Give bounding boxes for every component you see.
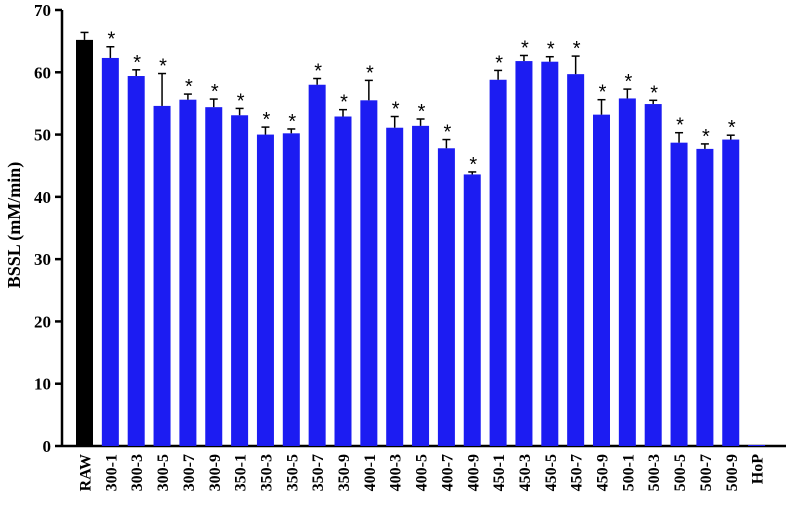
y-tick-label: 20: [34, 312, 51, 331]
y-tick-label: 30: [34, 250, 51, 269]
x-tick-label-300-9: 300-9: [207, 454, 224, 491]
x-tick-label-300-3: 300-3: [129, 454, 146, 491]
x-tick-label-RAW: RAW: [78, 454, 95, 491]
significance-markers: * * * * * * * * * * * * * * * * * * * * * * * * *: [107, 29, 735, 176]
x-tick-label-450-3: 450-3: [517, 454, 534, 491]
x-tick-labels: RAW 300-1 300-3 300-5 300-7 300-9 350-1 350-3 35…: [78, 454, 767, 492]
y-tick-label: 40: [34, 188, 51, 207]
significance-star-350-9: *: [340, 92, 348, 114]
bar-500-5: [670, 142, 688, 446]
bar-350-3: [256, 134, 274, 447]
significance-star-350-5: *: [288, 111, 296, 133]
significance-star-350-3: *: [263, 109, 271, 131]
bar-300-1: [101, 57, 119, 447]
significance-star-300-5: *: [159, 56, 167, 78]
bar-450-1: [489, 79, 507, 446]
y-tick-label: 10: [34, 375, 51, 394]
significance-star-450-7: *: [573, 38, 581, 60]
x-tick-label-400-7: 400-7: [439, 454, 456, 491]
significance-star-300-1: *: [107, 29, 115, 51]
bar-300-7: [179, 99, 197, 446]
x-tick-label-300-5: 300-5: [155, 454, 172, 491]
significance-star-400-7: *: [444, 122, 452, 144]
x-tick-label-500-9: 500-9: [724, 454, 741, 491]
significance-star-400-9: *: [469, 154, 477, 176]
significance-star-300-9: *: [211, 81, 219, 103]
x-tick-label-350-9: 350-9: [336, 454, 353, 491]
y-ticks: 0 10 20 30 40 50 60 70: [34, 1, 62, 456]
bar-HoP: [748, 445, 766, 446]
x-tick-label-500-5: 500-5: [672, 454, 689, 491]
significance-star-350-1: *: [237, 90, 245, 112]
x-tick-label-350-1: 350-1: [233, 454, 250, 491]
bar-300-3: [127, 76, 145, 446]
bar-400-3: [386, 127, 404, 446]
y-tick-label: 0: [43, 437, 52, 456]
significance-star-450-9: *: [599, 82, 607, 104]
significance-star-400-3: *: [392, 99, 400, 121]
y-tick-label: 60: [34, 63, 51, 82]
x-tick-label-400-1: 400-1: [362, 454, 379, 491]
x-tick-label-450-1: 450-1: [491, 454, 508, 491]
significance-star-450-3: *: [521, 37, 529, 59]
x-tick-label-450-5: 450-5: [543, 454, 560, 491]
significance-star-300-7: *: [185, 76, 193, 98]
bar-500-9: [722, 139, 740, 446]
bar-450-7: [567, 74, 585, 446]
x-tick-label-HoP: HoP: [750, 454, 767, 484]
x-tick-label-300-7: 300-7: [181, 454, 198, 491]
significance-star-350-7: *: [314, 61, 322, 83]
bar-450-3: [515, 61, 533, 447]
x-tick-label-350-7: 350-7: [310, 454, 327, 491]
x-tick-label-350-5: 350-5: [284, 454, 301, 491]
bar-350-9: [334, 116, 352, 446]
x-tick-label-300-1: 300-1: [103, 454, 120, 491]
bar-450-5: [541, 61, 559, 446]
bar-400-7: [437, 148, 455, 446]
y-tick-label: 50: [34, 126, 51, 145]
significance-star-500-7: *: [702, 126, 710, 148]
bar-350-5: [282, 133, 300, 446]
significance-star-450-5: *: [547, 39, 555, 61]
significance-star-500-3: *: [650, 82, 658, 104]
significance-star-400-5: *: [418, 101, 426, 123]
bars: [76, 39, 766, 447]
x-tick-label-400-3: 400-3: [388, 454, 405, 491]
significance-star-300-3: *: [133, 52, 141, 74]
bar-400-5: [412, 125, 430, 446]
x-tick-label-500-7: 500-7: [698, 454, 715, 491]
significance-star-500-9: *: [728, 117, 736, 139]
x-tick-label-450-9: 450-9: [595, 454, 612, 491]
x-tick-label-450-7: 450-7: [569, 454, 586, 491]
bar-400-1: [360, 100, 378, 447]
bar-400-9: [463, 174, 481, 447]
x-tick-label-500-1: 500-1: [620, 454, 637, 491]
x-tick-label-400-5: 400-5: [414, 454, 431, 491]
bar-500-3: [644, 104, 662, 447]
x-tick-label-500-3: 500-3: [646, 454, 663, 491]
significance-star-500-5: *: [676, 115, 684, 137]
bar-500-7: [696, 148, 714, 446]
bar-300-5: [153, 105, 171, 447]
bar-300-9: [205, 107, 223, 446]
x-tick-label-350-3: 350-3: [258, 454, 275, 491]
significance-star-400-1: *: [366, 62, 374, 84]
significance-star-450-1: *: [495, 52, 503, 74]
x-tick-label-400-9: 400-9: [465, 454, 482, 491]
bar-500-1: [618, 98, 636, 447]
bar-350-1: [231, 115, 249, 447]
error-bars: [80, 31, 735, 175]
significance-star-500-1: *: [624, 71, 632, 93]
y-tick-label: 70: [34, 1, 51, 20]
y-axis-title: BSSL (mM/min): [4, 162, 25, 289]
bar-450-9: [593, 114, 610, 446]
bar-350-7: [308, 84, 326, 446]
bar-RAW: [76, 39, 93, 446]
